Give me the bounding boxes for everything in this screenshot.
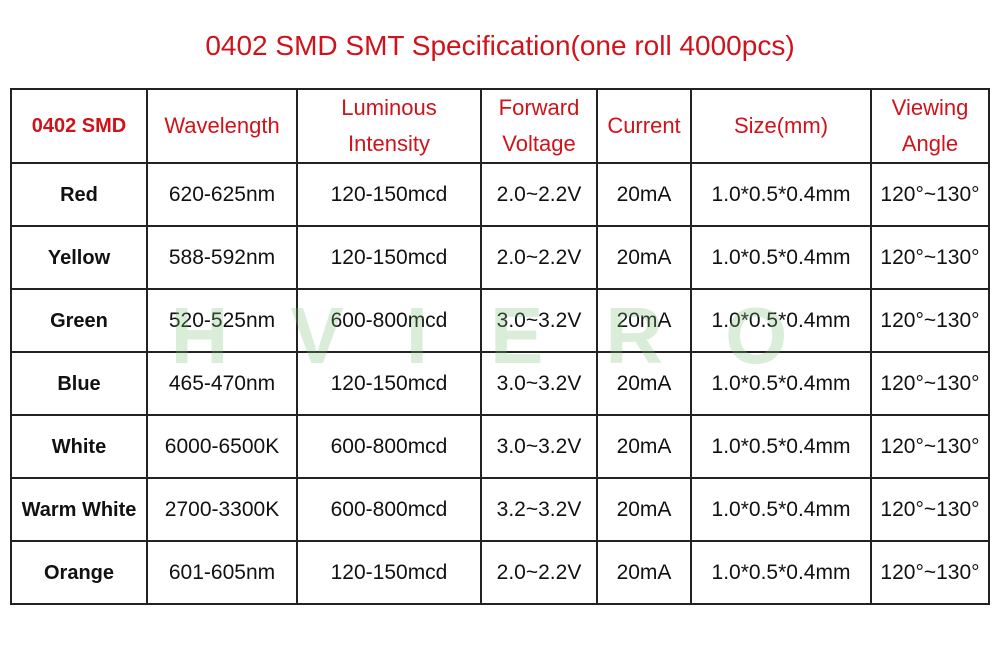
data-row: Warm White 2700-3300K 600-800mcd 3.2~3.2V 20… (10, 477, 990, 542)
cell: 588-592nm (146, 225, 298, 290)
cell: Orange (10, 540, 148, 605)
cell: 1.0*0.5*0.4mm (690, 414, 872, 479)
cell: 600-800mcd (296, 288, 482, 353)
cell: Red (10, 162, 148, 227)
cell: 2.0~2.2V (480, 162, 598, 227)
data-row: Orange 601-605nm 120-150mcd 2.0~2.2V 20mA 1.0… (10, 540, 990, 605)
cell: 1.0*0.5*0.4mm (690, 288, 872, 353)
cell: 20mA (596, 414, 692, 479)
cell: 3.0~3.2V (480, 414, 598, 479)
data-row: Green 520-525nm 600-800mcd 3.0~3.2V 20mA 1.0*… (10, 288, 990, 353)
cell: Green (10, 288, 148, 353)
cell: 3.0~3.2V (480, 288, 598, 353)
cell: 20mA (596, 351, 692, 416)
cell: 600-800mcd (296, 477, 482, 542)
cell: 120-150mcd (296, 162, 482, 227)
cell: 600-800mcd (296, 414, 482, 479)
data-row: Blue 465-470nm 120-150mcd 3.0~3.2V 20mA 1.0*0… (10, 351, 990, 416)
cell: 120°~130° (870, 477, 990, 542)
page-title: 0402 SMD SMT Specification(one roll 4000… (205, 30, 795, 61)
cell: 3.2~3.2V (480, 477, 598, 542)
cell: 2.0~2.2V (480, 225, 598, 290)
header-cell: Size(mm) (690, 88, 872, 164)
header-cell: Viewing Angle (870, 88, 990, 164)
data-row: Red 620-625nm 120-150mcd 2.0~2.2V 20mA 1.0*0.… (10, 162, 990, 227)
cell: 620-625nm (146, 162, 298, 227)
cell: 120-150mcd (296, 540, 482, 605)
cell: 2.0~2.2V (480, 540, 598, 605)
cell: 20mA (596, 225, 692, 290)
cell: 6000-6500K (146, 414, 298, 479)
cell: Yellow (10, 225, 148, 290)
cell: White (10, 414, 148, 479)
header-cell: Luminous Intensity (296, 88, 482, 164)
cell: 601-605nm (146, 540, 298, 605)
cell: 1.0*0.5*0.4mm (690, 162, 872, 227)
header-cell: Wavelength (146, 88, 298, 164)
cell: 120°~130° (870, 288, 990, 353)
header-cell: Forward Voltage (480, 88, 598, 164)
cell: 20mA (596, 540, 692, 605)
cell: 1.0*0.5*0.4mm (690, 351, 872, 416)
cell: 3.0~3.2V (480, 351, 598, 416)
cell: 2700-3300K (146, 477, 298, 542)
cell: Warm White (10, 477, 148, 542)
cell: 120°~130° (870, 414, 990, 479)
cell: 1.0*0.5*0.4mm (690, 477, 872, 542)
cell: 120-150mcd (296, 225, 482, 290)
cell: 120°~130° (870, 540, 990, 605)
header-row: 0402 SMD Wavelength Luminous Intensity Forw… (10, 88, 990, 164)
cell: 120-150mcd (296, 351, 482, 416)
cell: 465-470nm (146, 351, 298, 416)
cell: 20mA (596, 288, 692, 353)
data-row: White 6000-6500K 600-800mcd 3.0~3.2V 20mA 1.0… (10, 414, 990, 479)
header-cell: Current (596, 88, 692, 164)
cell: Blue (10, 351, 148, 416)
cell: 120°~130° (870, 225, 990, 290)
data-row: Yellow 588-592nm 120-150mcd 2.0~2.2V 20mA 1.0… (10, 225, 990, 290)
cell: 20mA (596, 477, 692, 542)
header-cell: 0402 SMD (10, 88, 148, 164)
spec-table: 0402 SMD Wavelength Luminous Intensity Forw… (10, 88, 990, 605)
cell: 1.0*0.5*0.4mm (690, 225, 872, 290)
cell: 120°~130° (870, 351, 990, 416)
cell: 1.0*0.5*0.4mm (690, 540, 872, 605)
cell: 120°~130° (870, 162, 990, 227)
cell: 520-525nm (146, 288, 298, 353)
cell: 20mA (596, 162, 692, 227)
